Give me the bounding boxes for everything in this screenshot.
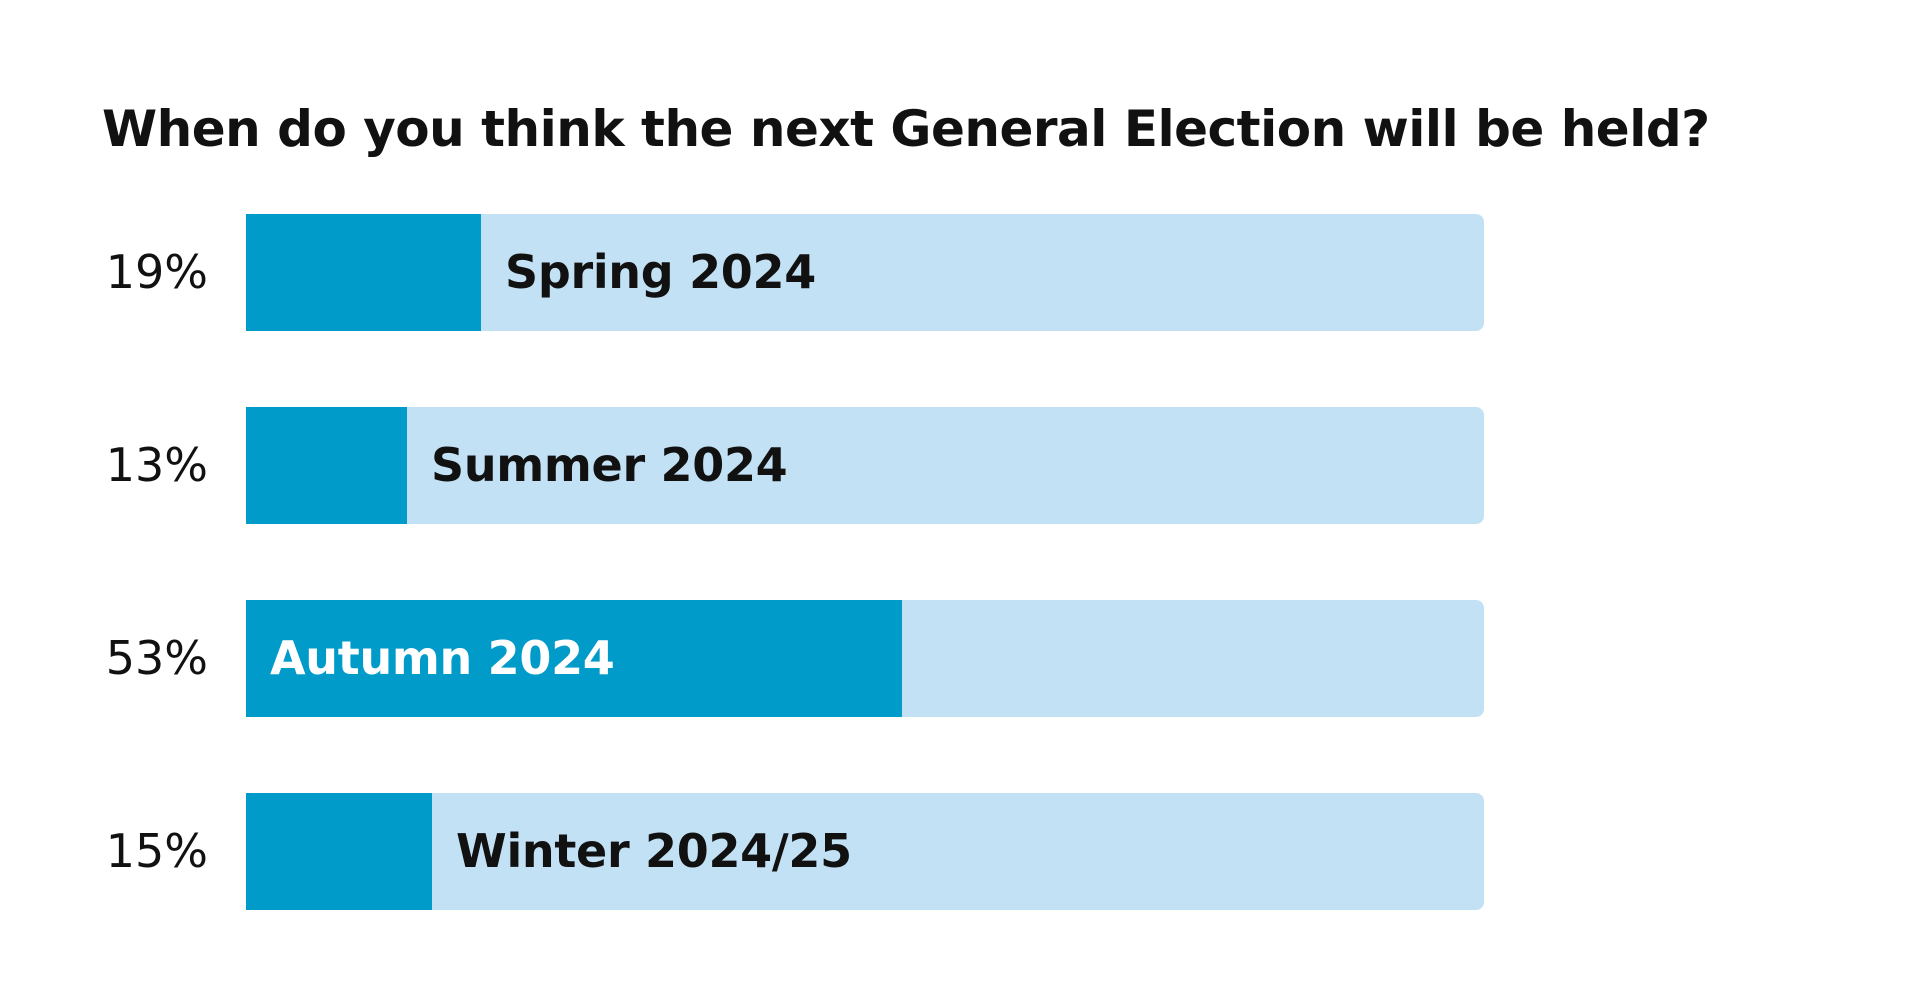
category-label: Summer 2024 bbox=[431, 438, 788, 492]
value-label: 15% bbox=[105, 824, 208, 878]
value-label: 19% bbox=[105, 245, 208, 299]
bar-track: Autumn 2024 bbox=[246, 600, 1484, 717]
category-label: Autumn 2024 bbox=[270, 631, 615, 685]
bar-row: 15% Winter 2024/25 bbox=[0, 793, 1920, 910]
bar-track: Winter 2024/25 bbox=[246, 793, 1484, 910]
chart-title: When do you think the next General Elect… bbox=[102, 100, 1710, 158]
bar-fill bbox=[246, 214, 481, 331]
category-label: Winter 2024/25 bbox=[456, 824, 852, 878]
bar-row: 13% Summer 2024 bbox=[0, 407, 1920, 524]
category-label: Spring 2024 bbox=[505, 245, 816, 299]
bar-track: Summer 2024 bbox=[246, 407, 1484, 524]
bar-row: 53% Autumn 2024 bbox=[0, 600, 1920, 717]
bar-row: 19% Spring 2024 bbox=[0, 214, 1920, 331]
bar-fill bbox=[246, 793, 432, 910]
bar-fill bbox=[246, 600, 902, 717]
bar-track: Spring 2024 bbox=[246, 214, 1484, 331]
value-label: 53% bbox=[105, 631, 208, 685]
value-label: 13% bbox=[105, 438, 208, 492]
bar-fill bbox=[246, 407, 407, 524]
